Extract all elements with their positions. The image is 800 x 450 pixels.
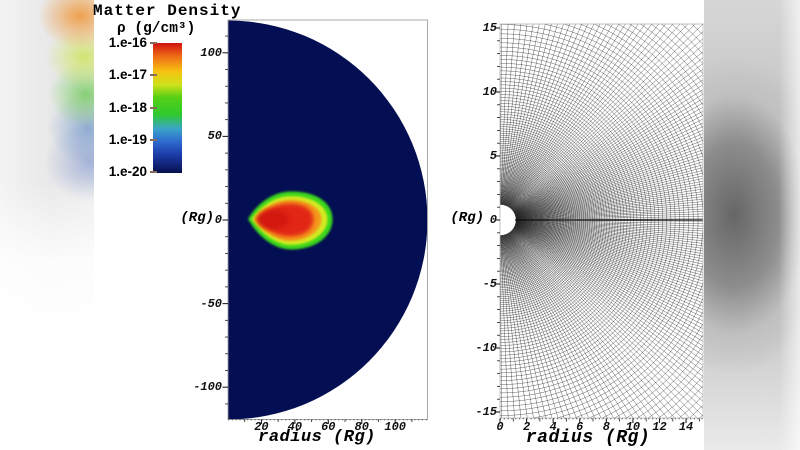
colorbar-tick-mark xyxy=(150,138,157,141)
right-ytick-label: -15 xyxy=(475,404,497,419)
colorbar-tick-label: 1.e-20 xyxy=(108,164,147,179)
blur-backdrop-left xyxy=(0,0,94,450)
legend-units-label: ρ (g/cm³) xyxy=(117,21,196,37)
left-ytick-label: 100 xyxy=(200,45,222,60)
density-torus-blob xyxy=(248,191,333,250)
right-ytick-label: 0 xyxy=(489,212,497,227)
excised-core-circle xyxy=(500,205,515,235)
colorbar-tick-mark xyxy=(150,74,157,77)
colorbar-tick-label: 1.e-18 xyxy=(108,99,147,115)
right-xaxis-title: radius (Rg) xyxy=(525,428,651,448)
right-xtick-label: 0 xyxy=(496,420,504,434)
right-xtick-label: 10 xyxy=(625,420,641,434)
left-xtick-label: 60 xyxy=(321,420,336,434)
right-plot-axis-ticks xyxy=(494,27,703,423)
left-yaxis-tick-labels: 100 50 0 -50 -100 xyxy=(176,0,222,450)
left-xtick-label: 20 xyxy=(254,420,269,434)
right-xtick-label: 4 xyxy=(549,420,557,434)
right-ytick-label: 10 xyxy=(482,84,497,99)
colorbar-tick-label: 1.e-19 xyxy=(108,131,147,147)
right-xtick-label: 8 xyxy=(602,420,610,434)
right-xtick-label: 14 xyxy=(678,420,694,434)
mesh-plot xyxy=(494,23,704,423)
left-xtick-label: 100 xyxy=(384,420,406,434)
left-ytick-label: -100 xyxy=(193,380,222,395)
colorbar-tick-mark xyxy=(150,42,157,44)
right-plot-frame xyxy=(499,23,704,419)
right-xtick-label: 12 xyxy=(652,420,667,434)
colorbar-gradient xyxy=(153,43,182,173)
right-xtick-label: 6 xyxy=(576,420,584,434)
colorbar-tick-labels: 1.e-16 1.e-17 1.e-18 1.e-19 1.e-20 xyxy=(86,0,157,200)
left-plot-axis-ticks xyxy=(222,35,428,424)
polar-mesh-lines xyxy=(500,24,703,418)
colorbar-tick-label: 1.e-17 xyxy=(108,67,147,83)
right-yaxis-tick-labels: 15 10 5 0 -5 -10 -15 xyxy=(458,0,497,450)
left-yaxis-title: (Rg) xyxy=(180,210,214,226)
density-plot xyxy=(222,19,428,424)
left-ytick-label: 50 xyxy=(207,129,222,144)
left-xtick-label: 80 xyxy=(354,420,369,434)
left-ytick-label: -50 xyxy=(200,296,222,311)
right-yaxis-title: (Rg) xyxy=(450,210,484,226)
right-xtick-label: 2 xyxy=(522,420,531,434)
left-ytick-label: 0 xyxy=(214,213,222,227)
blur-backdrop-right xyxy=(704,0,800,450)
colorbar-tick-label: 1.e-16 xyxy=(108,35,147,50)
colorbar-tick-mark xyxy=(150,106,157,109)
right-ytick-label: -10 xyxy=(475,340,497,355)
left-xaxis-title: radius (Rg) xyxy=(258,428,376,447)
colorbar-tick-mark xyxy=(150,171,157,173)
legend-title: Matter Density xyxy=(93,2,242,20)
left-xtick-label: 40 xyxy=(287,420,303,434)
right-ytick-label: 5 xyxy=(489,148,497,163)
right-ytick-label: -5 xyxy=(482,276,497,291)
right-ytick-label: 15 xyxy=(482,20,497,35)
